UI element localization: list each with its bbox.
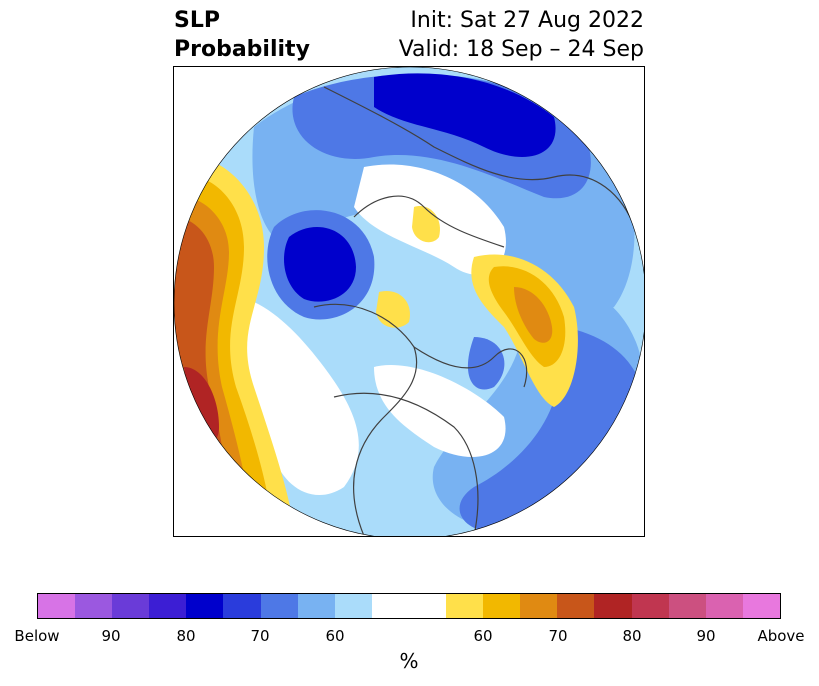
map-panel <box>173 66 645 537</box>
normal-region-west <box>214 295 359 496</box>
title-type: Probability <box>174 37 310 62</box>
below-core-eurasia <box>374 73 556 157</box>
colorbar-tick-label: 80 <box>176 627 196 645</box>
colorbar <box>37 593 781 619</box>
colorbar-segment <box>260 594 298 618</box>
colorbar-tick-label: 60 <box>325 627 345 645</box>
colorbar-segment <box>408 594 447 618</box>
colorbar-segment <box>668 594 706 618</box>
colorbar-tick-label: 80 <box>622 627 642 645</box>
coastlines <box>313 86 635 536</box>
colorbar-segment <box>371 594 409 618</box>
colorbar-segment <box>297 594 335 618</box>
polar-probability-map <box>174 67 644 536</box>
above-region-east-3 <box>514 287 553 343</box>
valid-range: Valid: 18 Sep – 24 Sep <box>398 37 644 62</box>
init-date: Init: Sat 27 Aug 2022 <box>410 8 644 33</box>
colorbar-segment <box>557 594 595 618</box>
colorbar-segment <box>334 594 372 618</box>
colorbar-segment <box>446 594 484 618</box>
colorbar-segment <box>742 594 780 618</box>
colorbar-tick-label: 70 <box>548 627 568 645</box>
title-variable: SLP <box>174 8 220 33</box>
colorbar-segment <box>631 594 669 618</box>
colorbar-tick-label: 60 <box>473 627 493 645</box>
above-core-west <box>184 367 219 442</box>
normal-region-america <box>374 365 506 457</box>
colorbar-segment <box>705 594 743 618</box>
colorbar-unit-label: % <box>399 649 419 673</box>
colorbar-segment <box>112 594 150 618</box>
colorbar-tick-label: 90 <box>101 627 121 645</box>
colorbar-segment <box>186 594 224 618</box>
colorbar-segment <box>520 594 558 618</box>
colorbar-segment <box>483 594 521 618</box>
colorbar-segment <box>75 594 113 618</box>
colorbar-tick-label: Below <box>14 627 60 645</box>
chart-title-right: Init: Sat 27 Aug 2022 Valid: 18 Sep – 24… <box>399 6 644 64</box>
colorbar-segment <box>594 594 632 618</box>
colorbar-tick-label: 90 <box>696 627 716 645</box>
colorbar-segment <box>38 594 76 618</box>
colorbar-tick-label: Above <box>757 627 805 645</box>
colorbar-segment <box>223 594 261 618</box>
below-core-atlantic <box>284 227 356 302</box>
colorbar-tick-label: 70 <box>250 627 270 645</box>
chart-title-left: SLP Probability <box>174 6 310 64</box>
colorbar-segment <box>149 594 187 618</box>
